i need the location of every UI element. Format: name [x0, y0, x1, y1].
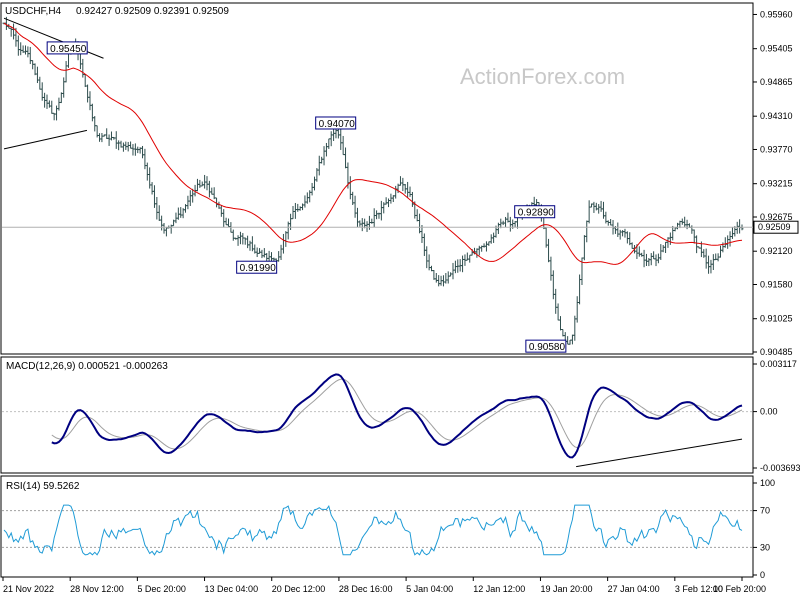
price-point-labels: 0.95450 0.91990 0.94070 0.92890 0.90580	[46, 41, 567, 353]
macd-tick-label: -0.003693	[760, 463, 800, 473]
rsi-tick-label: 30	[760, 542, 770, 552]
y-tick-label: 0.94865	[760, 77, 793, 87]
label-box	[236, 260, 278, 274]
rsi-panel-frame	[0, 475, 754, 578]
price-point-label: 0.95450	[46, 41, 88, 55]
y-tick-label: 0.95960	[760, 9, 793, 19]
macd-trendline	[576, 438, 743, 468]
macd-title: MACD(12,26,9) 0.000521 -0.000263	[6, 361, 168, 372]
rsi-tick-label: 70	[760, 506, 770, 516]
label-value: 0.90580	[529, 342, 566, 353]
rsi-line	[3, 504, 743, 556]
label-box	[46, 41, 88, 55]
current-price-value: 0.92509	[758, 222, 791, 232]
label-value: 0.92890	[518, 208, 555, 219]
x-tick-label: 21 Nov 2022	[3, 584, 54, 594]
symbol-label: USDCHF,H4	[5, 6, 62, 17]
y-tick-label: 0.90485	[760, 347, 793, 357]
trendline	[3, 129, 88, 150]
macd-y-axis: 0.003117 0.00 -0.003693	[753, 359, 800, 473]
y-tick-label: 0.93215	[760, 179, 793, 189]
rsi-tick-label: 0	[760, 570, 765, 580]
label-box	[514, 205, 556, 219]
label-value: 0.94070	[319, 119, 356, 130]
x-tick-label: 28 Dec 16:00	[339, 584, 393, 594]
rsi-tick-label: 100	[760, 478, 775, 488]
price-point-label: 0.92890	[514, 205, 556, 219]
y-tick-label: 0.91025	[760, 314, 793, 324]
rsi-layer	[2, 504, 753, 556]
x-axis: 21 Nov 2022 28 Nov 12:00 5 Dec 20:00 13 Dec…	[2, 577, 766, 594]
macd-tick-label: 0.003117	[760, 359, 797, 369]
x-tick-label: 5 Dec 20:00	[137, 584, 186, 594]
rsi-title: RSI(14) 59.5262	[6, 481, 80, 492]
price-series	[2, 16, 753, 345]
y-tick-label: 0.95405	[760, 44, 793, 54]
watermark: ActionForex.com	[460, 64, 625, 89]
label-box	[315, 116, 357, 130]
y-tick-label: 0.94310	[760, 111, 793, 121]
x-tick-label: 5 Jan 04:00	[406, 584, 453, 594]
moving-average-line	[3, 22, 743, 265]
price-panel-frame	[0, 2, 754, 355]
macd-panel-frame	[0, 356, 754, 474]
macd-line	[51, 373, 743, 459]
x-tick-label: 28 Nov 12:00	[70, 584, 124, 594]
ohlc-values: 0.92427 0.92509 0.92391 0.92509	[76, 6, 229, 17]
x-tick-label: 27 Jan 04:00	[608, 584, 660, 594]
label-box	[525, 339, 567, 353]
y-tick-label: 0.91580	[760, 279, 793, 289]
price-y-axis: 0.95960 0.95405 0.94865 0.94310 0.93770 0.932…	[753, 9, 799, 357]
rsi-y-axis: 100 70 30 0	[753, 478, 775, 580]
label-value: 0.91990	[240, 263, 277, 274]
price-point-label: 0.90580	[525, 339, 567, 353]
x-tick-label: 19 Jan 20:00	[540, 584, 592, 594]
x-tick-label: 20 Dec 12:00	[272, 584, 326, 594]
x-tick-label: 3 Feb 12:00	[675, 584, 723, 594]
macd-layer	[2, 373, 753, 468]
macd-tick-label: 0.00	[760, 407, 778, 417]
x-tick-label: 12 Jan 12:00	[473, 584, 525, 594]
macd-signal-line	[51, 378, 743, 450]
x-tick-label: 13 Dec 04:00	[205, 584, 259, 594]
price-point-label: 0.94070	[315, 116, 357, 130]
moving-average-layer	[3, 22, 743, 265]
price-point-label: 0.91990	[236, 260, 278, 274]
y-tick-label: 0.92675	[760, 212, 793, 222]
current-price-tag	[753, 220, 799, 234]
x-tick-label: 10 Feb 20:00	[713, 584, 766, 594]
y-tick-label: 0.93770	[760, 144, 793, 154]
label-value: 0.95450	[50, 44, 87, 55]
y-tick-label: 0.92120	[760, 246, 793, 256]
